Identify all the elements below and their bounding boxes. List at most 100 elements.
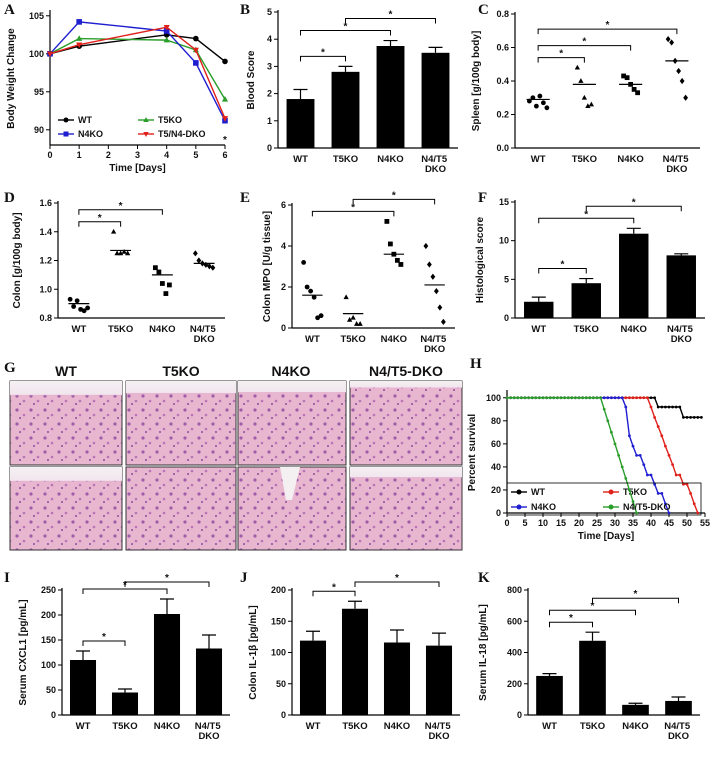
y-tick-label: 1	[267, 116, 272, 126]
x-tick-label: 3	[135, 150, 140, 160]
significance-bracket	[549, 621, 593, 628]
y-tick-label: 2	[281, 282, 286, 292]
marker	[631, 396, 635, 400]
marker	[584, 396, 588, 400]
marker	[674, 473, 678, 477]
x-tick-label: N4KO	[154, 721, 180, 732]
x-tick-label: N4/T5 DKO	[420, 334, 449, 355]
y-tick-label: 800	[507, 585, 522, 595]
x-tick-label: T5KO	[340, 334, 365, 345]
x-tick-label: N4KO	[377, 154, 403, 165]
marker	[649, 405, 653, 409]
marker	[692, 502, 696, 506]
marker	[540, 100, 546, 106]
x-tick-label: WT	[531, 324, 546, 335]
significance-bracket	[300, 55, 346, 62]
y-tick-label: 0.8	[496, 9, 509, 19]
bar	[571, 283, 601, 318]
marker	[308, 288, 314, 294]
panel-letter: F	[478, 190, 487, 206]
significance-bracket	[537, 57, 585, 63]
legend-marker	[608, 504, 614, 510]
y-tick-label: 250	[41, 585, 56, 595]
significance-label: *	[98, 213, 102, 224]
bar	[376, 46, 405, 148]
x-tick-label: 55	[700, 518, 710, 528]
legend-label: T5KO	[623, 487, 647, 497]
x-tick-label: WT	[305, 334, 320, 345]
marker	[631, 86, 637, 92]
marker	[624, 396, 628, 400]
marker	[635, 511, 638, 515]
y-axis-label: Serum CXCL1 [pg/mL]	[18, 599, 29, 705]
series-line	[49, 21, 226, 121]
y-axis-label: Serum IL-18 [pg/mL]	[478, 604, 489, 701]
significance-bracket	[78, 221, 122, 227]
y-tick-label: 0.6	[496, 43, 509, 53]
bar	[619, 233, 649, 318]
legend-marker	[516, 504, 522, 510]
marker	[606, 396, 610, 400]
marker	[574, 396, 577, 400]
panel-letter: B	[240, 2, 250, 18]
x-tick-label: 2	[106, 150, 111, 160]
marker	[430, 273, 436, 280]
x-tick-label: 15	[556, 518, 566, 528]
legend-frame	[506, 482, 702, 516]
significance-label: *	[395, 573, 399, 584]
marker	[520, 396, 523, 400]
marker	[606, 419, 610, 423]
significance-label: *	[392, 190, 396, 201]
marker	[653, 415, 656, 419]
legend-label: WT	[78, 115, 92, 125]
significance-bracket	[585, 205, 682, 212]
marker	[566, 396, 570, 400]
y-tick-label: 0	[517, 710, 522, 720]
x-tick-label: 4	[164, 150, 169, 160]
marker	[196, 257, 202, 264]
legend-label: N4/T5-DKO	[623, 502, 671, 512]
y-axis-label: Percent survival	[467, 414, 478, 491]
bar	[383, 642, 411, 715]
marker	[585, 103, 591, 109]
significance-bracket	[82, 588, 168, 594]
error-bar	[306, 630, 320, 641]
x-tick-label: 1	[77, 150, 82, 160]
marker	[193, 35, 199, 42]
y-tick-label: 90	[34, 125, 44, 135]
significance-label: *	[606, 20, 610, 31]
y-tick-label: 1.4	[39, 227, 52, 237]
y-tick-label: 105	[29, 11, 44, 21]
x-tick-label: T5KO	[112, 721, 137, 732]
marker	[574, 64, 581, 70]
x-tick-label: 45	[664, 518, 674, 528]
x-tick-label: WT	[306, 721, 321, 732]
y-tick-label: 50	[46, 685, 56, 695]
marker	[581, 396, 584, 400]
marker	[646, 473, 649, 477]
y-tick-label: 100	[486, 393, 501, 403]
marker	[692, 415, 696, 419]
marker	[696, 415, 700, 419]
legend-marker	[516, 489, 522, 495]
error-bar	[671, 696, 686, 701]
significance-label: *	[561, 260, 565, 271]
bar	[666, 255, 696, 318]
marker	[552, 396, 556, 400]
y-tick-label: 0	[267, 143, 272, 153]
marker	[81, 308, 87, 314]
significance-label: *	[584, 209, 588, 220]
marker	[545, 396, 548, 400]
significance-label: *	[351, 202, 355, 213]
marker	[523, 396, 527, 400]
marker	[617, 453, 620, 457]
series-line	[507, 397, 638, 514]
marker	[74, 298, 80, 304]
x-tick-label: N4/T5 DKO	[421, 154, 450, 175]
y-tick-label: 0	[51, 710, 56, 720]
marker	[114, 250, 120, 256]
error-bar	[585, 631, 600, 641]
marker	[610, 396, 613, 400]
marker	[628, 434, 631, 438]
bar	[536, 675, 563, 715]
